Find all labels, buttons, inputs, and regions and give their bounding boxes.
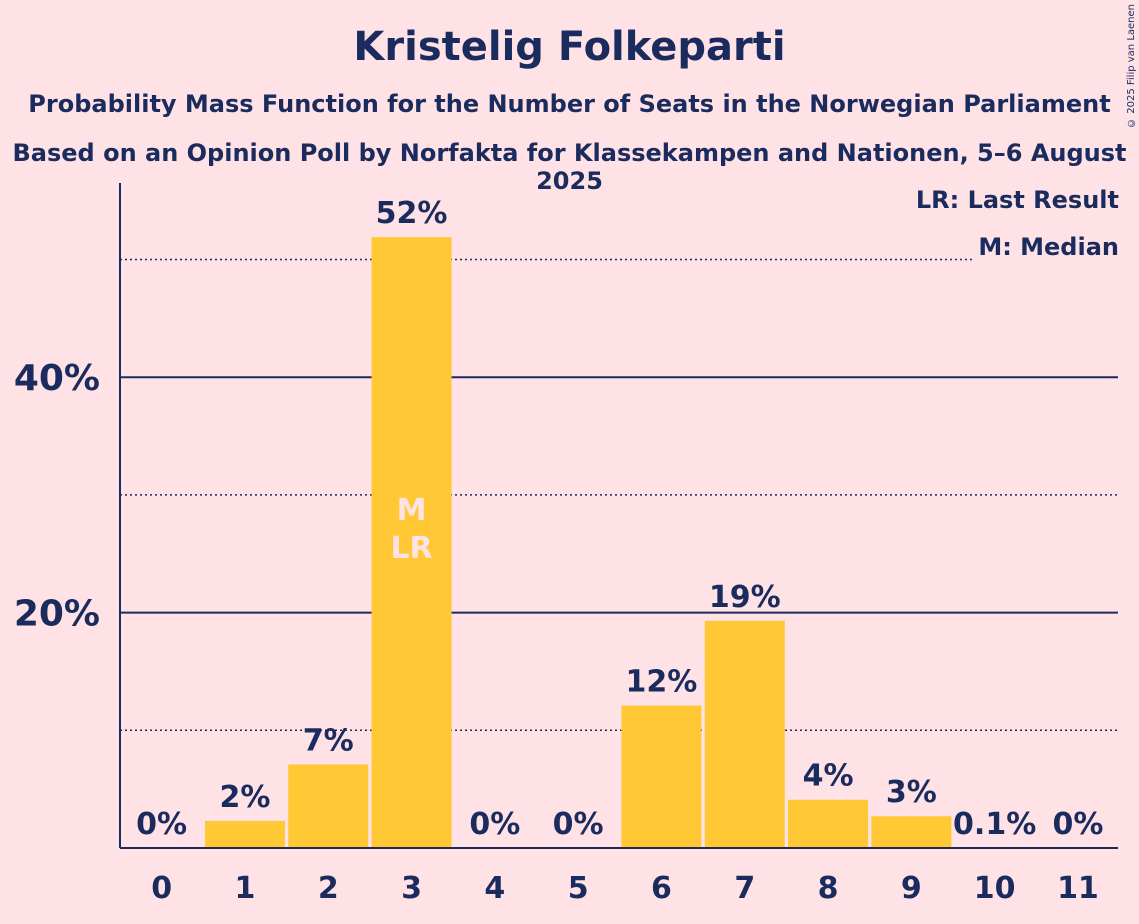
chart-subtitle: Probability Mass Function for the Number… — [28, 90, 1111, 118]
x-tick-label: 5 — [568, 871, 589, 906]
bar — [704, 620, 785, 848]
x-tick-label: 6 — [651, 871, 672, 906]
bar — [204, 820, 285, 848]
x-tick-label: 10 — [974, 871, 1016, 906]
y-tick-label: 20% — [14, 594, 100, 635]
data-label: 52% — [376, 196, 448, 231]
x-tick-label: 0 — [151, 871, 172, 906]
x-tick-label: 7 — [734, 871, 755, 906]
data-label: 0% — [136, 807, 187, 842]
data-label: 0% — [469, 807, 520, 842]
bar — [288, 764, 369, 848]
data-label: 3% — [886, 775, 937, 810]
median-marker: M — [397, 493, 427, 528]
last-result-marker: LR — [390, 531, 432, 566]
data-label: 0.1% — [953, 807, 1036, 842]
legend-median: M: Median — [974, 233, 1119, 261]
bar — [371, 237, 452, 848]
data-label: 12% — [626, 665, 698, 700]
bar — [871, 816, 952, 848]
data-label: 0% — [1052, 807, 1103, 842]
x-tick-label: 11 — [1057, 871, 1099, 906]
x-tick-label: 8 — [818, 871, 839, 906]
data-label: 0% — [553, 807, 604, 842]
chart-source-line: Based on an Opinion Poll by Norfakta for… — [12, 139, 1127, 195]
data-label: 2% — [219, 780, 270, 815]
bar — [621, 705, 702, 848]
x-tick-label: 1 — [235, 871, 256, 906]
bar — [788, 799, 869, 848]
legend-last-result: LR: Last Result — [911, 186, 1119, 214]
data-label: 19% — [709, 580, 781, 615]
data-label: 7% — [303, 723, 354, 758]
x-tick-label: 3 — [401, 871, 422, 906]
chart-title: Kristelig Folkeparti — [353, 24, 786, 70]
y-tick-label: 40% — [14, 358, 100, 399]
x-tick-label: 2 — [318, 871, 339, 906]
x-tick-label: 9 — [901, 871, 922, 906]
x-tick-label: 4 — [484, 871, 505, 906]
data-label: 4% — [803, 759, 854, 794]
